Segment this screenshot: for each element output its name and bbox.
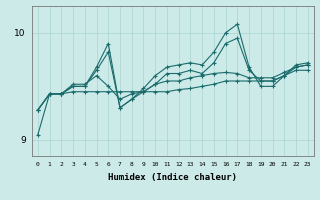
- X-axis label: Humidex (Indice chaleur): Humidex (Indice chaleur): [108, 173, 237, 182]
